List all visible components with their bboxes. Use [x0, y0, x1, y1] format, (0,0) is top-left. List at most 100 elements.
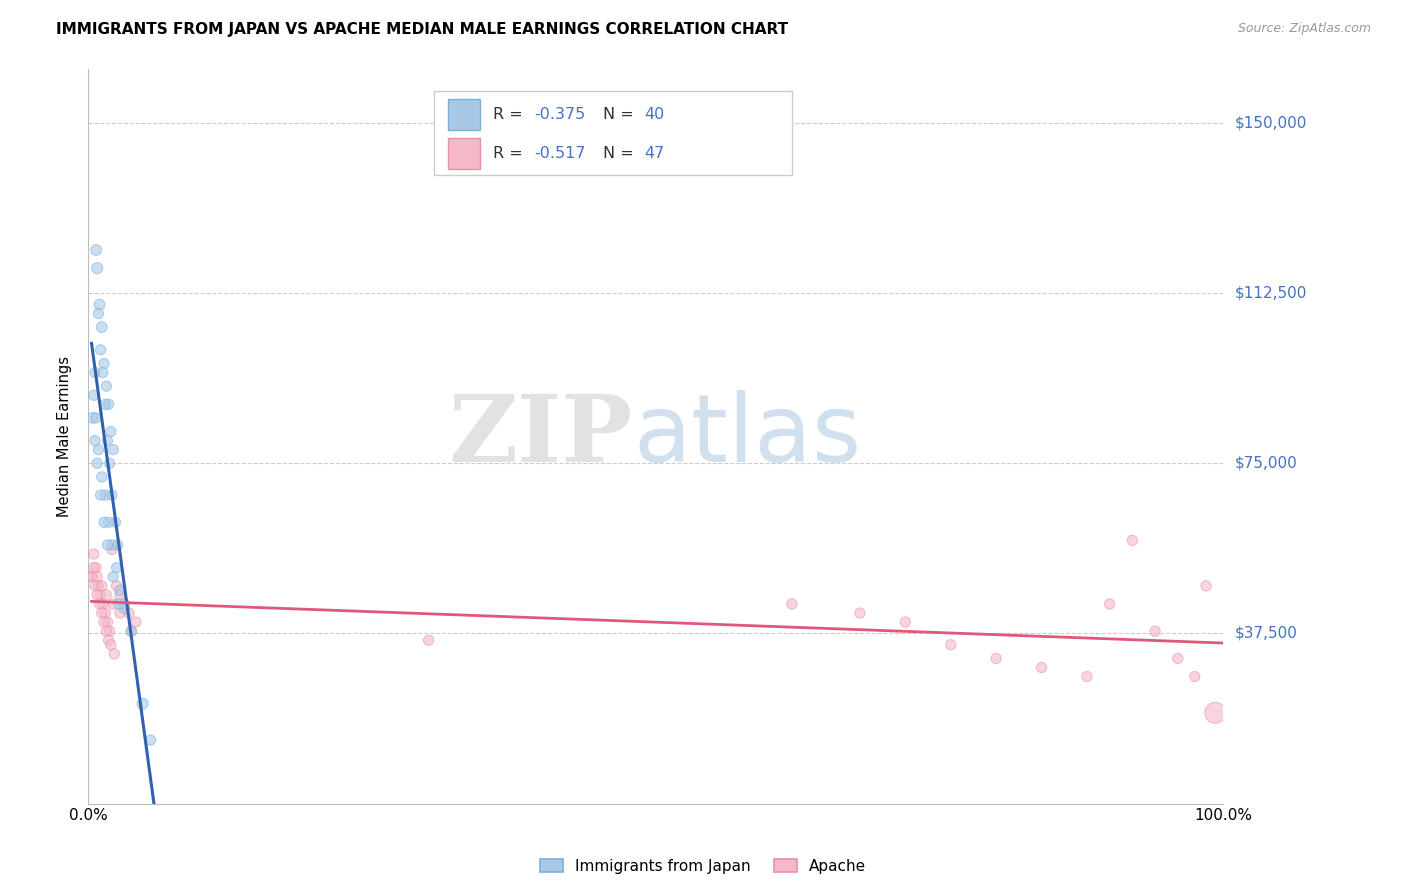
- Point: [1144, 624, 1167, 639]
- Point: [90, 470, 112, 484]
- Point: [89, 297, 111, 311]
- Point: [98, 624, 121, 639]
- Text: 40: 40: [644, 107, 665, 121]
- Point: [96, 538, 118, 552]
- Text: R =: R =: [494, 145, 529, 161]
- Point: [101, 442, 124, 457]
- Point: [418, 633, 440, 648]
- Text: -0.517: -0.517: [534, 145, 586, 161]
- Point: [986, 651, 1008, 665]
- Point: [120, 624, 142, 639]
- Point: [87, 579, 110, 593]
- Point: [107, 597, 129, 611]
- Point: [90, 320, 112, 334]
- Point: [103, 647, 125, 661]
- Text: R =: R =: [494, 107, 529, 121]
- Text: $37,500: $37,500: [1234, 626, 1298, 641]
- Point: [86, 588, 108, 602]
- Point: [86, 261, 108, 276]
- Point: [131, 697, 153, 711]
- Point: [1195, 579, 1218, 593]
- Point: [90, 488, 112, 502]
- Point: [83, 547, 105, 561]
- Point: [82, 570, 104, 584]
- Text: IMMIGRANTS FROM JAPAN VS APACHE MEDIAN MALE EARNINGS CORRELATION CHART: IMMIGRANTS FROM JAPAN VS APACHE MEDIAN M…: [56, 22, 789, 37]
- Point: [91, 366, 114, 380]
- Point: [849, 606, 872, 620]
- Point: [101, 488, 124, 502]
- Text: N =: N =: [603, 145, 640, 161]
- Point: [83, 388, 105, 402]
- Point: [93, 516, 115, 530]
- Point: [97, 633, 120, 648]
- Point: [82, 411, 104, 425]
- Point: [90, 606, 112, 620]
- Point: [114, 597, 136, 611]
- Point: [100, 425, 122, 439]
- Point: [84, 411, 107, 425]
- Point: [86, 570, 108, 584]
- Point: [96, 379, 118, 393]
- Point: [90, 579, 112, 593]
- Point: [108, 583, 131, 598]
- Y-axis label: Median Male Earnings: Median Male Earnings: [58, 356, 72, 516]
- Point: [1121, 533, 1143, 548]
- Point: [90, 588, 112, 602]
- Point: [84, 434, 107, 448]
- Point: [105, 560, 128, 574]
- Point: [108, 606, 131, 620]
- Point: [93, 356, 115, 370]
- Point: [94, 606, 117, 620]
- Point: [84, 579, 107, 593]
- Point: [91, 597, 114, 611]
- Point: [101, 542, 124, 557]
- Text: N =: N =: [603, 107, 640, 121]
- Text: -0.375: -0.375: [534, 107, 585, 121]
- Point: [80, 570, 103, 584]
- Point: [83, 560, 105, 574]
- Text: $112,500: $112,500: [1234, 285, 1306, 301]
- Point: [105, 579, 128, 593]
- Point: [939, 638, 962, 652]
- Text: $75,000: $75,000: [1234, 456, 1296, 471]
- Point: [98, 456, 121, 470]
- Point: [108, 588, 131, 602]
- Point: [94, 488, 117, 502]
- Point: [114, 601, 136, 615]
- Text: $150,000: $150,000: [1234, 115, 1306, 130]
- FancyBboxPatch shape: [449, 137, 479, 169]
- Point: [96, 588, 118, 602]
- Point: [101, 570, 124, 584]
- Point: [101, 597, 124, 611]
- Text: 47: 47: [644, 145, 665, 161]
- Point: [93, 615, 115, 629]
- Point: [84, 560, 107, 574]
- FancyBboxPatch shape: [449, 99, 479, 129]
- Point: [87, 307, 110, 321]
- FancyBboxPatch shape: [434, 91, 792, 175]
- Point: [1098, 597, 1121, 611]
- Point: [104, 516, 127, 530]
- Point: [84, 243, 107, 257]
- Text: Source: ZipAtlas.com: Source: ZipAtlas.com: [1237, 22, 1371, 36]
- Point: [96, 434, 118, 448]
- Point: [107, 538, 129, 552]
- Point: [1204, 706, 1226, 720]
- Point: [1031, 660, 1053, 674]
- Point: [101, 538, 124, 552]
- Point: [84, 366, 107, 380]
- Point: [100, 638, 122, 652]
- Point: [97, 516, 120, 530]
- Text: ZIP: ZIP: [449, 391, 633, 481]
- Point: [1184, 669, 1206, 683]
- Point: [120, 624, 142, 639]
- Text: atlas: atlas: [633, 390, 862, 482]
- Legend: Immigrants from Japan, Apache: Immigrants from Japan, Apache: [534, 853, 872, 880]
- Point: [1167, 651, 1189, 665]
- Point: [125, 615, 148, 629]
- Point: [87, 442, 110, 457]
- Point: [96, 624, 118, 639]
- Point: [96, 615, 118, 629]
- Point: [1076, 669, 1098, 683]
- Point: [90, 343, 112, 357]
